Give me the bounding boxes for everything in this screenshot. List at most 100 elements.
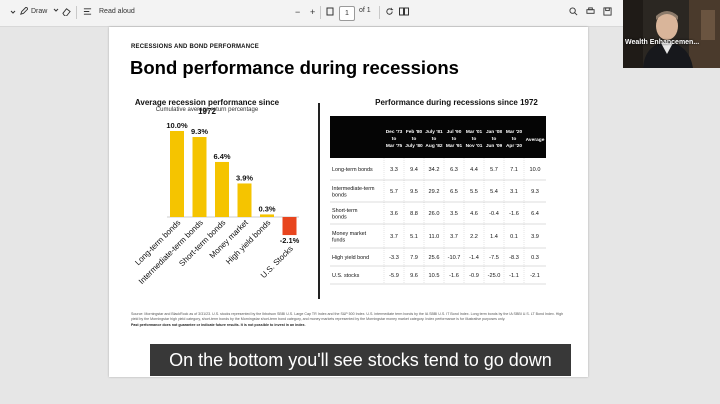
table-cell: 6.3 bbox=[450, 167, 458, 173]
table-cell: 4.6 bbox=[470, 211, 478, 217]
table-cell: 10.0 bbox=[530, 167, 541, 173]
read-aloud-label: Read aloud bbox=[99, 8, 135, 15]
bar-0 bbox=[170, 131, 184, 217]
toolbar-divider bbox=[76, 6, 77, 19]
table-cell: 5.7 bbox=[490, 167, 498, 173]
table-row-label: Intermediate-term bonds bbox=[332, 186, 375, 199]
document-viewport[interactable]: RECESSIONS AND BOND PERFORMANCE Bond per… bbox=[0, 27, 720, 404]
table-cell: 3.7 bbox=[390, 234, 398, 240]
table-cell: 7.1 bbox=[510, 167, 518, 173]
table-header-cell: Dec '73 to Mar '75 bbox=[386, 129, 403, 149]
zoom-in-button[interactable]: + bbox=[310, 7, 315, 17]
two-page-icon bbox=[399, 7, 409, 16]
table-row-label: Money market funds bbox=[332, 231, 367, 244]
table-header-cell: Jul '90 to Mar '91 bbox=[446, 129, 463, 149]
toolbar-divider bbox=[379, 6, 380, 19]
pdf-toolbar: Draw Read aloud − + 1 of 1 bbox=[0, 0, 720, 27]
rotate-icon bbox=[385, 7, 394, 16]
table-cell: 5.1 bbox=[410, 234, 418, 240]
table-cell: -8.3 bbox=[509, 255, 519, 261]
table-cell: 0.3 bbox=[531, 255, 539, 261]
bar-chart-subtitle: Cumulative average return percentage bbox=[155, 107, 259, 113]
table-cell: -1.6 bbox=[509, 211, 519, 217]
print-button[interactable] bbox=[586, 7, 595, 16]
bar-3 bbox=[237, 183, 252, 217]
eraser-button[interactable] bbox=[62, 7, 71, 16]
table-cell: -25.0 bbox=[488, 273, 501, 279]
table-cell: 5.7 bbox=[390, 189, 398, 195]
table-cell: -2.1 bbox=[530, 273, 540, 279]
disclaimer-footnote: Past performance does not guarantee or i… bbox=[131, 323, 306, 327]
table-cell: 9.6 bbox=[410, 273, 418, 279]
table-cell: 29.2 bbox=[429, 189, 440, 195]
eraser-icon bbox=[62, 7, 71, 16]
table-cell: -0.9 bbox=[469, 273, 479, 279]
rotate-button[interactable] bbox=[385, 7, 394, 16]
draw-label: Draw bbox=[31, 8, 48, 15]
table-row-label: High yield bond bbox=[332, 255, 369, 261]
table-row-label: Long-term bonds bbox=[332, 167, 373, 173]
read-aloud-icon bbox=[83, 7, 92, 16]
minus-icon: − bbox=[295, 7, 301, 17]
fit-page-icon bbox=[326, 7, 334, 16]
table-cell: 3.9 bbox=[531, 234, 539, 240]
plus-icon: + bbox=[310, 7, 316, 17]
table-cell: -0.4 bbox=[489, 211, 499, 217]
table-cell: 5.5 bbox=[470, 189, 478, 195]
table-cell: -1.1 bbox=[509, 273, 519, 279]
recession-bar-chart: 10.0%Long-term bonds9.3%Intermediate-ter… bbox=[133, 121, 299, 286]
search-icon bbox=[569, 7, 578, 16]
bar-data-label: 3.9% bbox=[236, 173, 253, 182]
table-cell: 9.3 bbox=[531, 189, 539, 195]
table-cell: -1.4 bbox=[469, 255, 479, 261]
chevron-down-icon bbox=[53, 7, 59, 13]
table-cell: -10.7 bbox=[448, 255, 461, 261]
save-icon bbox=[603, 7, 612, 16]
table-cell: 9.4 bbox=[410, 167, 418, 173]
save-button[interactable] bbox=[603, 7, 612, 16]
bar-1 bbox=[192, 137, 207, 217]
page-total: of 1 bbox=[359, 7, 371, 14]
table-cell: 3.5 bbox=[450, 211, 458, 217]
bar-data-label: 9.3% bbox=[191, 127, 208, 136]
table-cell: 7.9 bbox=[410, 255, 418, 261]
table-row-label: Short-term bonds bbox=[332, 208, 358, 221]
table-cell: 10.5 bbox=[429, 273, 440, 279]
read-aloud-button[interactable]: Read aloud bbox=[83, 7, 135, 16]
pen-icon bbox=[19, 7, 28, 16]
table-cell: 0.1 bbox=[510, 234, 518, 240]
search-button[interactable] bbox=[569, 7, 578, 16]
table-cell: -1.6 bbox=[449, 273, 459, 279]
zoom-out-button[interactable]: − bbox=[295, 7, 300, 17]
source-footnote: Source: Morningstar and BlackRock as of … bbox=[131, 312, 564, 321]
table-header-cell: Average bbox=[526, 137, 545, 143]
table-cell: 6.5 bbox=[450, 189, 458, 195]
table-cell: 34.2 bbox=[429, 167, 440, 173]
fit-page-button[interactable] bbox=[326, 7, 334, 16]
bar-chart-title: Average recession performance since 1972 bbox=[134, 98, 280, 116]
table-cell: 9.5 bbox=[410, 189, 418, 195]
bar-data-label: 10.0% bbox=[166, 121, 188, 130]
table-cell: 3.6 bbox=[390, 211, 398, 217]
table-cell: 3.7 bbox=[450, 234, 458, 240]
page-view-button[interactable] bbox=[399, 7, 409, 16]
chart-divider bbox=[318, 103, 320, 299]
pdf-page: RECESSIONS AND BOND PERFORMANCE Bond per… bbox=[109, 27, 588, 377]
bar-5 bbox=[282, 217, 297, 236]
table-cell: 25.6 bbox=[429, 255, 440, 261]
table-cell: 6.4 bbox=[531, 211, 539, 217]
page-number-input[interactable]: 1 bbox=[339, 6, 355, 21]
printer-icon bbox=[586, 7, 595, 16]
bar-data-label: 0.3% bbox=[258, 204, 275, 213]
table-header-cell: Mar '20 to Apr '20 bbox=[506, 129, 523, 149]
presenter-video-image bbox=[623, 0, 720, 68]
table-cell: 26.0 bbox=[429, 211, 440, 217]
chevron-down-icon bbox=[10, 9, 16, 15]
caption-text: On the bottom you'll see stocks tend to … bbox=[169, 350, 552, 370]
draw-tool[interactable]: Draw bbox=[10, 7, 47, 16]
table-header-cell: Jan '08 to Jun '09 bbox=[486, 129, 503, 149]
draw-options-button[interactable] bbox=[53, 7, 59, 13]
table-cell: 8.8 bbox=[410, 211, 418, 217]
table-title: Performance during recessions since 1972 bbox=[375, 98, 538, 107]
